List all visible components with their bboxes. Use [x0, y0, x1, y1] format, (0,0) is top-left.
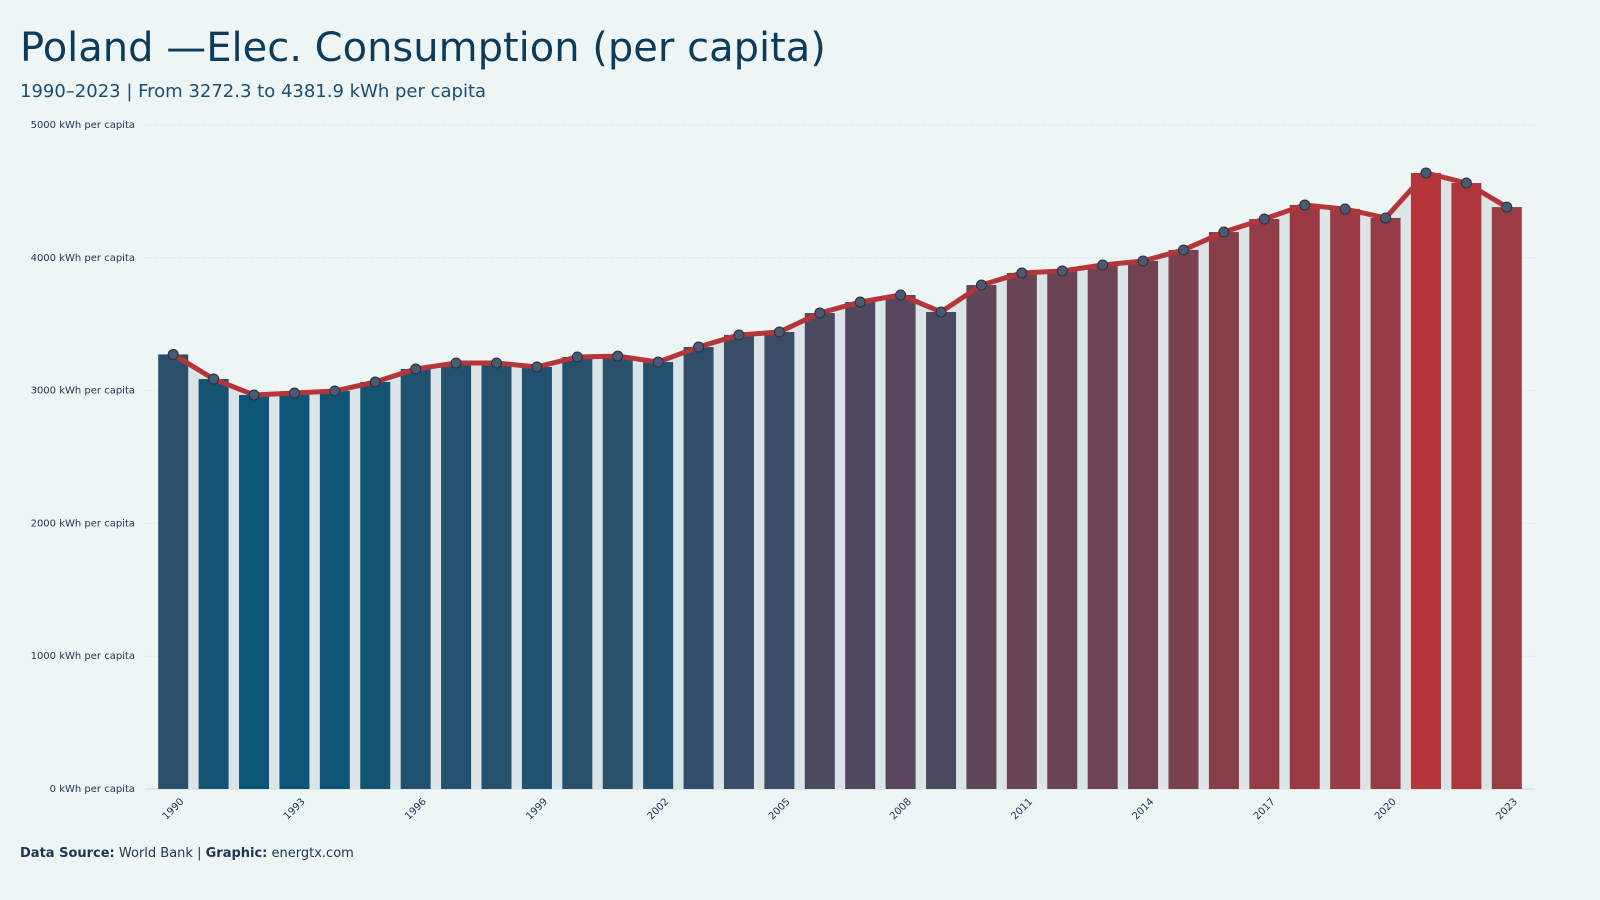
- y-tick-label: 5000 kWh per capita: [31, 120, 135, 131]
- point: [1138, 256, 1148, 266]
- chart-title: Poland —Elec. Consumption (per capita): [20, 25, 826, 71]
- bar: [1411, 173, 1441, 789]
- y-tick-label: 1000 kWh per capita: [31, 651, 135, 662]
- point: [936, 307, 946, 317]
- bar: [966, 285, 996, 789]
- bar: [1128, 261, 1158, 789]
- point: [1179, 245, 1189, 255]
- point: [532, 362, 542, 372]
- point: [1381, 213, 1391, 223]
- bar: [845, 302, 875, 789]
- bar: [1088, 265, 1118, 789]
- point: [774, 327, 784, 337]
- bar: [522, 367, 552, 789]
- bar: [158, 354, 188, 789]
- graphic: energtx.com: [272, 846, 354, 861]
- bar: [401, 369, 431, 789]
- point: [492, 358, 502, 368]
- point: [249, 390, 259, 400]
- bar: [1169, 250, 1199, 789]
- point: [1502, 202, 1512, 212]
- point: [370, 377, 380, 387]
- bar: [764, 332, 794, 789]
- bar: [926, 312, 956, 789]
- point: [1098, 260, 1108, 270]
- y-tick-label: 2000 kWh per capita: [31, 518, 135, 529]
- bar: [1290, 205, 1320, 789]
- y-tick-label: 0 kWh per capita: [50, 784, 135, 795]
- bar: [643, 362, 673, 789]
- point: [1340, 204, 1350, 214]
- bar: [239, 395, 269, 789]
- point: [1017, 268, 1027, 278]
- bar: [1209, 232, 1239, 789]
- point: [653, 357, 663, 367]
- point: [1421, 168, 1431, 178]
- bar: [320, 391, 350, 789]
- point: [613, 351, 623, 361]
- point: [855, 297, 865, 307]
- point: [330, 386, 340, 396]
- point: [168, 349, 178, 359]
- bar: [886, 295, 916, 789]
- bar: [603, 356, 633, 789]
- y-tick-label: 4000 kWh per capita: [31, 253, 135, 264]
- point: [734, 330, 744, 340]
- point: [451, 358, 461, 368]
- point: [694, 342, 704, 352]
- bar: [199, 379, 229, 789]
- bar: [360, 382, 390, 789]
- y-tick-label: 3000 kWh per capita: [31, 386, 135, 397]
- point: [1219, 227, 1229, 237]
- point: [1300, 200, 1310, 210]
- bar: [805, 313, 835, 789]
- bar: [482, 363, 512, 789]
- point: [815, 308, 825, 318]
- point: [976, 280, 986, 290]
- point: [572, 352, 582, 362]
- point: [209, 374, 219, 384]
- point: [289, 388, 299, 398]
- bar: [1371, 218, 1401, 789]
- bar: [684, 347, 714, 789]
- bar: [1492, 207, 1522, 789]
- chart-subtitle: 1990–2023 | From 3272.3 to 4381.9 kWh pe…: [20, 81, 486, 102]
- bar: [279, 393, 309, 789]
- bar: [1047, 271, 1077, 789]
- bar: [1330, 209, 1360, 789]
- source: World Bank |: [119, 846, 202, 861]
- bar: [441, 363, 471, 789]
- bar: [1451, 183, 1481, 789]
- source-label: Data Source:: [20, 846, 115, 861]
- footer: Data Source: World Bank | Graphic: energ…: [20, 846, 354, 861]
- bar: [1007, 273, 1037, 789]
- point: [1259, 214, 1269, 224]
- graphic-label: Graphic:: [206, 846, 268, 861]
- point: [1461, 178, 1471, 188]
- bar: [724, 335, 754, 789]
- point: [1057, 266, 1067, 276]
- point: [896, 290, 906, 300]
- bar: [1249, 219, 1279, 789]
- bar: [562, 357, 592, 789]
- point: [411, 364, 421, 374]
